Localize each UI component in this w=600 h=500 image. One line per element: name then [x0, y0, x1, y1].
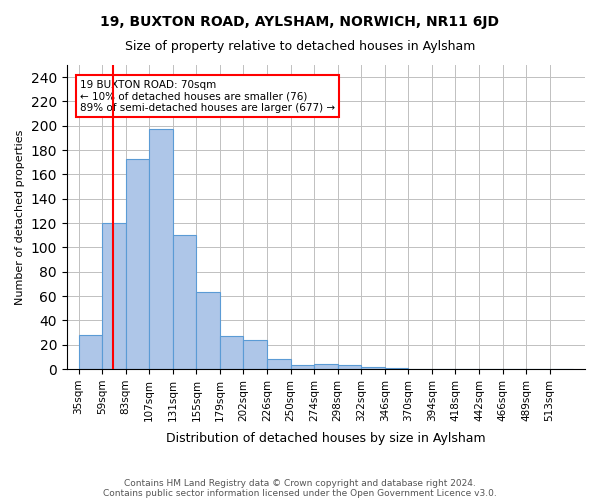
Bar	[244, 340, 267, 369]
Bar	[79, 335, 102, 369]
Bar	[267, 360, 290, 369]
X-axis label: Distribution of detached houses by size in Aylsham: Distribution of detached houses by size …	[166, 432, 486, 445]
Bar	[102, 223, 125, 369]
Bar	[338, 366, 361, 369]
Text: Size of property relative to detached houses in Aylsham: Size of property relative to detached ho…	[125, 40, 475, 53]
Bar	[220, 336, 244, 369]
Y-axis label: Number of detached properties: Number of detached properties	[15, 130, 25, 304]
Bar	[314, 364, 338, 369]
Bar	[290, 366, 314, 369]
Bar	[125, 158, 149, 369]
Bar	[149, 130, 173, 369]
Text: 19, BUXTON ROAD, AYLSHAM, NORWICH, NR11 6JD: 19, BUXTON ROAD, AYLSHAM, NORWICH, NR11 …	[101, 15, 499, 29]
Bar	[385, 368, 409, 369]
Text: 19 BUXTON ROAD: 70sqm
← 10% of detached houses are smaller (76)
89% of semi-deta: 19 BUXTON ROAD: 70sqm ← 10% of detached …	[80, 80, 335, 113]
Bar	[196, 292, 220, 369]
Text: Contains HM Land Registry data © Crown copyright and database right 2024.: Contains HM Land Registry data © Crown c…	[124, 478, 476, 488]
Bar	[361, 366, 385, 369]
Bar	[173, 236, 196, 369]
Text: Contains public sector information licensed under the Open Government Licence v3: Contains public sector information licen…	[103, 488, 497, 498]
